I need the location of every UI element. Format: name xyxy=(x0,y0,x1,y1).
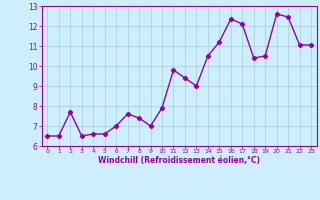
X-axis label: Windchill (Refroidissement éolien,°C): Windchill (Refroidissement éolien,°C) xyxy=(98,156,260,165)
